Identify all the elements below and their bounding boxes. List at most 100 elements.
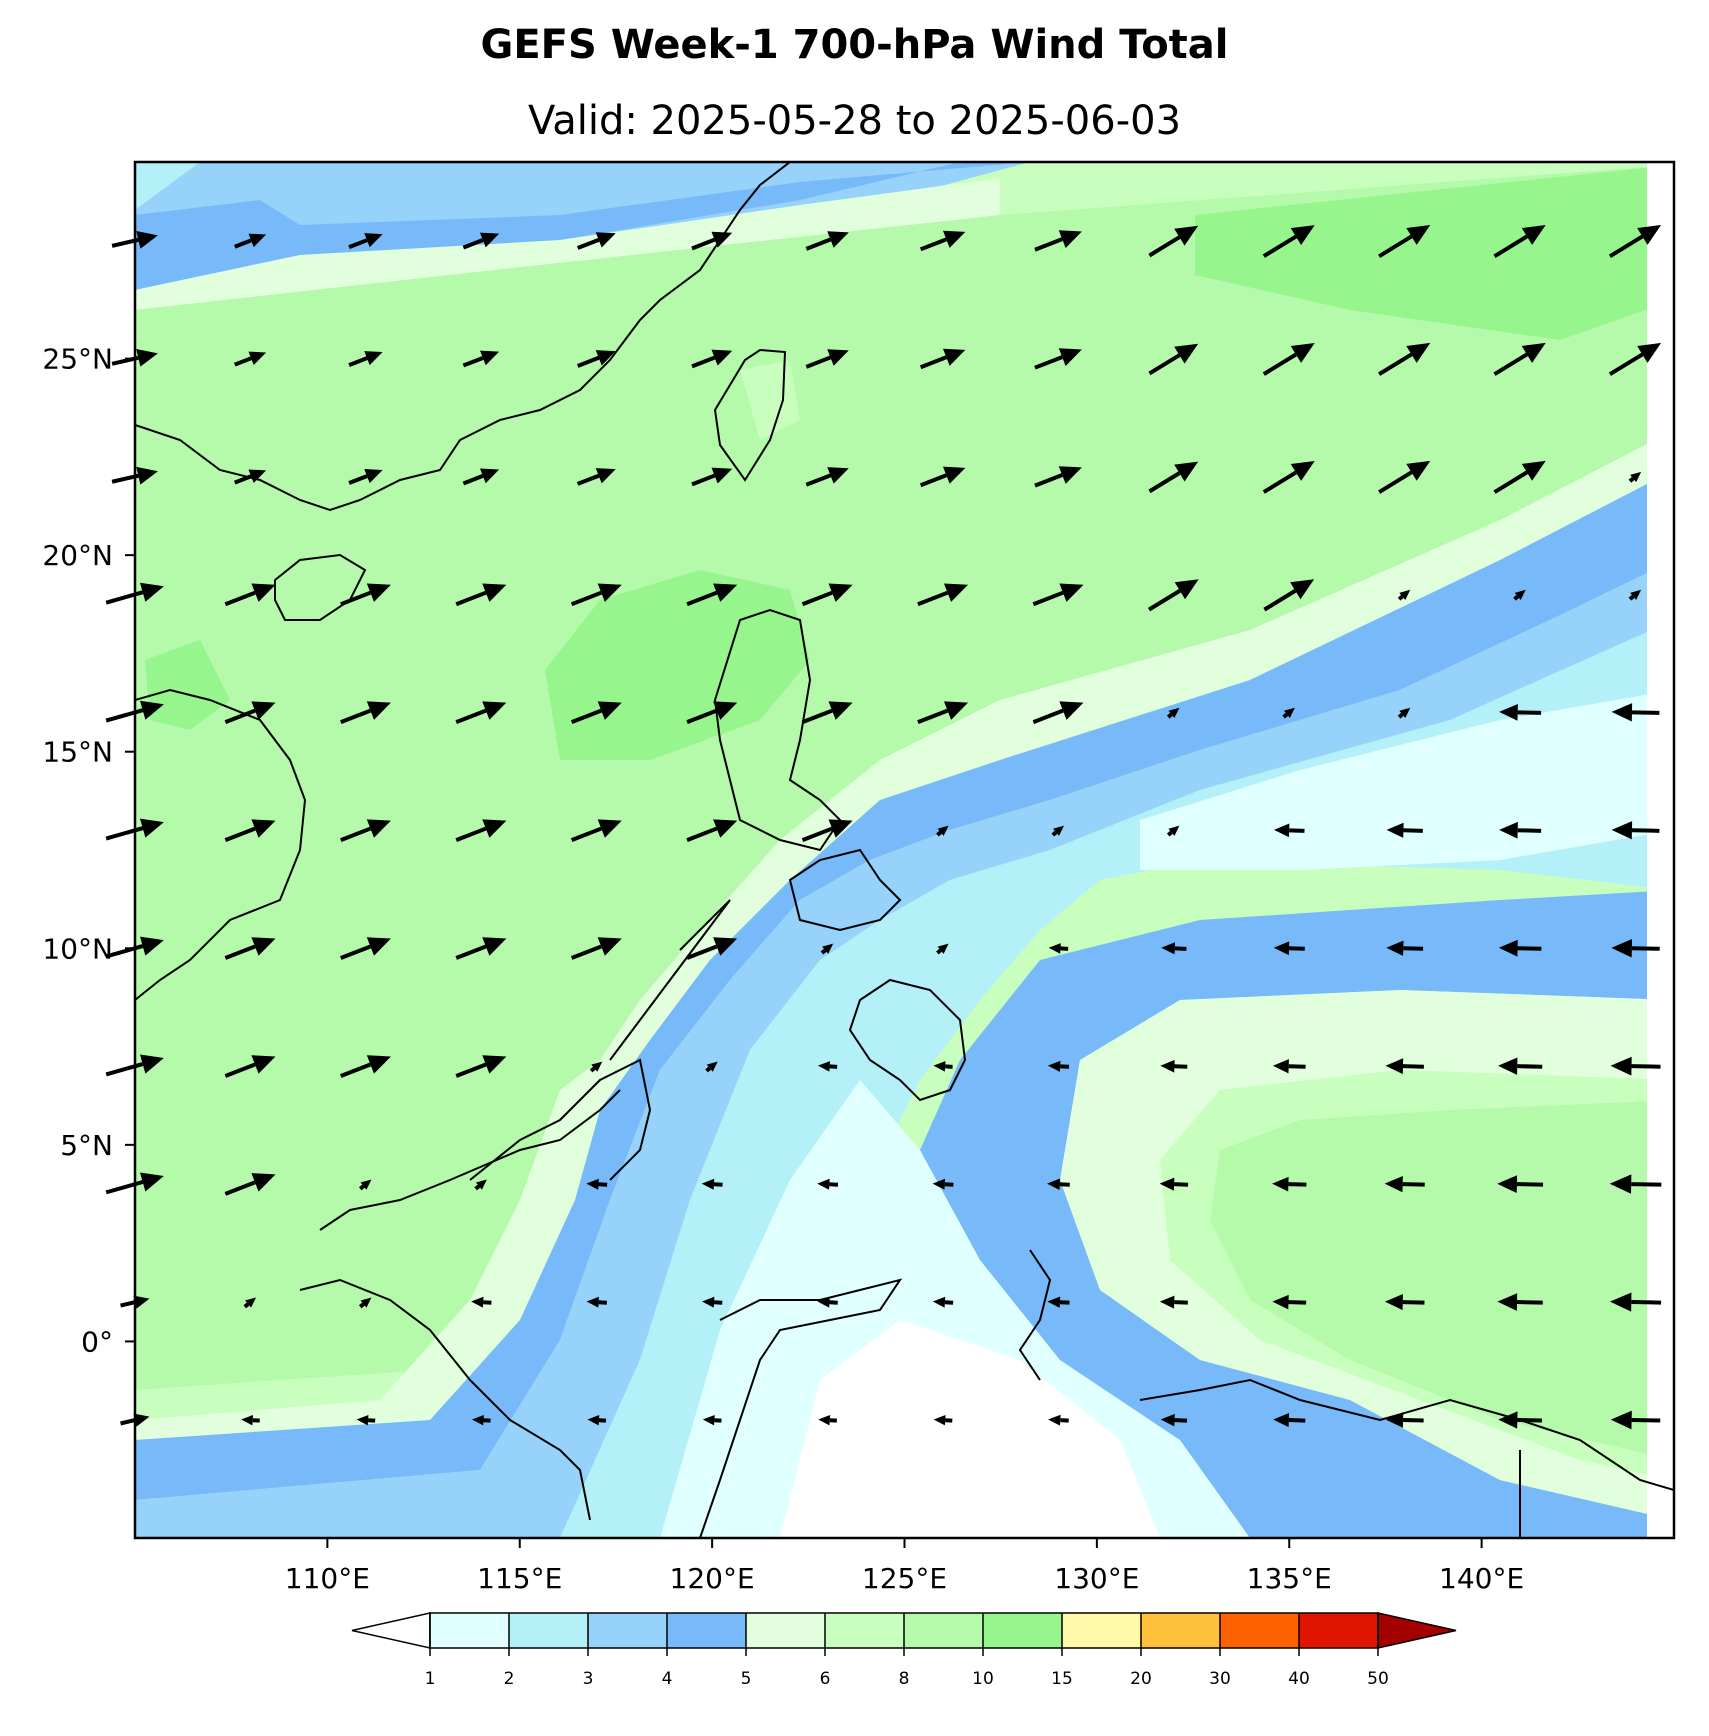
wind-vector <box>691 467 733 487</box>
colorbar-tick-label: 6 <box>820 1669 831 1689</box>
data-gap-east <box>1647 162 1674 1538</box>
wind-vector <box>805 231 849 251</box>
wind-vector <box>587 1414 607 1426</box>
wind-vector <box>936 943 949 955</box>
wind-vector <box>356 1414 376 1426</box>
coastline-sulawesi <box>699 1278 903 1538</box>
wind-vector <box>340 583 391 607</box>
wind-vector <box>340 701 391 725</box>
coastline-borneo-north <box>469 1058 652 1181</box>
wind-vector <box>1385 1412 1424 1428</box>
wind-vector <box>111 466 158 485</box>
wind-vector <box>340 937 391 960</box>
wind-vector <box>1262 343 1315 376</box>
coastline-borneo <box>299 1278 591 1521</box>
wind-vector <box>705 1061 718 1073</box>
colorbar-tick-label: 10 <box>972 1669 994 1689</box>
wind-vector <box>358 1297 372 1309</box>
colorbar-tick-label: 4 <box>662 1669 673 1689</box>
wind-vector <box>348 233 383 250</box>
speed-band-10-15-ne <box>1195 165 1674 340</box>
chart-subtitle: Valid: 2025-05-28 to 2025-06-03 <box>527 98 1182 144</box>
lon-tick-label: 120°E <box>670 1562 755 1595</box>
colorbar-swatch <box>509 1613 588 1648</box>
colorbar-under-arrow <box>351 1612 431 1649</box>
wind-vector <box>1047 1060 1070 1072</box>
colorbar: 1 2 3 4 5 6 8 10 15 20 30 40 50 <box>351 1612 1457 1689</box>
wind-vector <box>820 943 834 955</box>
wind-vector <box>1273 1413 1306 1428</box>
wind-vector <box>340 1055 391 1078</box>
wind-vector <box>474 1179 487 1191</box>
colorbar-tick-label: 15 <box>1051 1669 1073 1689</box>
colorbar-swatch <box>1141 1613 1220 1648</box>
wind-vector <box>462 232 500 250</box>
wind-vector <box>1609 1292 1662 1312</box>
wind-vector <box>455 1055 507 1078</box>
speed-band-6-8-taiwan <box>740 360 800 440</box>
colorbar-tick-label: 5 <box>741 1669 752 1689</box>
speed-band-under-1 <box>780 1320 1160 1538</box>
wind-vector <box>1628 589 1642 601</box>
wind-vector <box>917 701 969 725</box>
speed-band-8-10-east <box>1210 1100 1674 1460</box>
wind-vector <box>1148 343 1199 376</box>
wind-vector <box>817 1296 838 1308</box>
colorbar-swatch <box>1299 1613 1378 1648</box>
wind-vector <box>455 701 507 725</box>
coastline-taiwan <box>713 348 787 482</box>
wind-vector <box>1147 579 1199 612</box>
speed-band-8-10-west <box>135 165 1674 1390</box>
wind-vector <box>1498 1411 1542 1429</box>
wind-vector <box>1611 703 1660 722</box>
wind-vector <box>224 1173 276 1196</box>
wind-vector <box>348 351 383 367</box>
wind-vector <box>105 1172 164 1195</box>
lon-tick-label: 110°E <box>285 1562 370 1595</box>
wind-vector <box>1262 460 1315 494</box>
lon-tick-label: 135°E <box>1247 1562 1332 1595</box>
wind-vector <box>1498 939 1542 957</box>
wind-vector <box>120 1295 150 1309</box>
wind-vector <box>570 819 622 842</box>
wind-vector <box>241 1414 260 1426</box>
wind-vector <box>576 232 616 250</box>
wind-vector <box>1397 589 1411 601</box>
wind-vector <box>919 466 966 488</box>
coastline-vietnam <box>135 688 307 1001</box>
wind-vector <box>471 1296 492 1308</box>
wind-vector <box>1047 1178 1070 1191</box>
coastline-new-guinea <box>1139 1378 1674 1491</box>
wind-vector <box>1272 1294 1307 1310</box>
colorbar-tick-label: 3 <box>583 1669 594 1689</box>
colorbar-tick-label: 20 <box>1130 1669 1152 1689</box>
speed-band-10-15-vietnam <box>145 640 230 730</box>
axis-ticks: 110°E 115°E 120°E 125°E 130°E 135°E 140°E 25°N 2… <box>42 343 1524 1595</box>
wind-vector <box>817 1178 839 1190</box>
wind-vector <box>933 1061 953 1072</box>
wind-vector <box>1047 1296 1070 1308</box>
wind-vector <box>691 231 733 251</box>
speed-band-4-5-east <box>920 890 1674 1538</box>
wind-vector <box>1159 1295 1188 1309</box>
wind-speed-field <box>135 162 1674 1538</box>
wind-vector <box>570 937 622 960</box>
wind-vector <box>1385 1058 1424 1075</box>
wind-vector <box>455 937 507 960</box>
lon-tick-label: 140°E <box>1439 1562 1524 1595</box>
wind-vector <box>576 350 616 368</box>
wind-vector <box>1262 225 1315 258</box>
wind-vector <box>1272 1059 1306 1074</box>
coastline-malay-peninsula <box>319 1089 621 1231</box>
lat-tick-label: 20°N <box>42 539 113 572</box>
coastline-mindanao <box>848 978 967 1102</box>
wind-vector <box>358 1179 372 1191</box>
wind-vector <box>234 233 267 249</box>
wind-vector <box>1160 1059 1188 1073</box>
wind-vector <box>933 1414 953 1426</box>
speed-band-5-6-diagonal <box>135 430 1674 1440</box>
lat-tick-label: 15°N <box>42 736 113 769</box>
lat-tick-label: 10°N <box>42 932 113 965</box>
wind-vector <box>1493 224 1546 258</box>
colorbar-over-arrow <box>1377 1612 1457 1649</box>
